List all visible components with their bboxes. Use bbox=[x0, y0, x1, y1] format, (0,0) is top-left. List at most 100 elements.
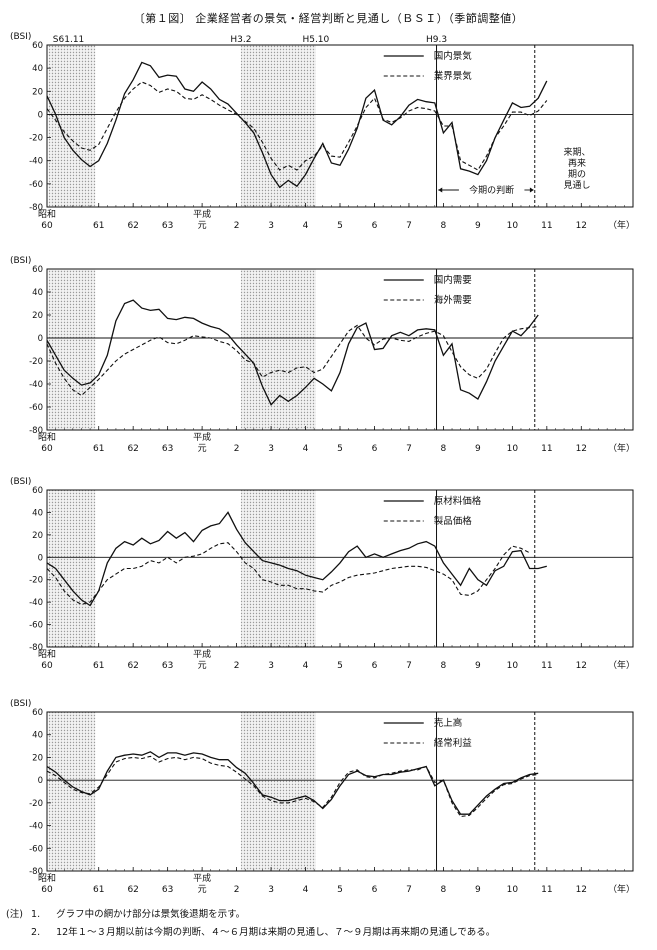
series-line-2 bbox=[46, 542, 530, 605]
x-tick-label: 7 bbox=[406, 885, 412, 895]
y-tick-label: -80 bbox=[29, 426, 43, 436]
period-marker-label: S61.11 bbox=[53, 35, 84, 45]
series-line-2 bbox=[46, 81, 548, 171]
x-tick-label: 9 bbox=[475, 661, 481, 671]
y-axis-label: (BSI) bbox=[10, 32, 31, 42]
x-tick-label: 61 bbox=[93, 221, 104, 231]
x-tick-label: 9 bbox=[475, 221, 481, 231]
x-tick-label: 5 bbox=[337, 444, 343, 454]
x-tick-label: 4 bbox=[303, 661, 309, 671]
x-tick-label: 3 bbox=[268, 444, 274, 454]
y-tick-label: -20 bbox=[29, 134, 43, 144]
x-tick-label: 5 bbox=[337, 885, 343, 895]
x-tick-label: 10 bbox=[507, 661, 519, 671]
x-tick-label: 63 bbox=[162, 885, 173, 895]
y-tick-label: 20 bbox=[32, 531, 43, 541]
y-tick-label: -40 bbox=[29, 157, 43, 167]
x-tick-label: 6 bbox=[372, 885, 378, 895]
x-tick-label: 4 bbox=[303, 885, 309, 895]
y-tick-label: 40 bbox=[32, 64, 43, 74]
x-tick-label: 元 bbox=[198, 221, 207, 231]
recession-shading bbox=[48, 269, 96, 430]
x-tick-label: 8 bbox=[441, 885, 447, 895]
x-tick-label-era: 昭和 bbox=[38, 649, 56, 660]
forecast-annotation: 再来 bbox=[568, 158, 586, 169]
y-tick-label: -80 bbox=[29, 867, 43, 877]
x-tick-label: 12 bbox=[576, 444, 587, 454]
series-line-1 bbox=[46, 751, 539, 815]
y-tick-label: 20 bbox=[32, 753, 43, 763]
x-tick-label: 8 bbox=[441, 444, 447, 454]
x-tick-label-era: 昭和 bbox=[38, 209, 56, 220]
x-tick-label: 元 bbox=[198, 444, 207, 454]
x-tick-label: 60 bbox=[41, 221, 53, 231]
x-tick-label: 2 bbox=[234, 444, 240, 454]
x-tick-label-era: 平成 bbox=[193, 208, 211, 220]
y-tick-label: 0 bbox=[38, 776, 43, 786]
plot-frame bbox=[46, 711, 634, 872]
note-row-1: (注) 1. グラフ中の網かけ部分は景気後退期を示す。 bbox=[6, 906, 495, 924]
legend-label: 国内需要 bbox=[434, 274, 472, 286]
annotation-arrow-head bbox=[529, 187, 534, 193]
year-unit-label: （年） bbox=[608, 659, 635, 671]
y-tick-label: -60 bbox=[29, 403, 43, 413]
legend-label: 海外需要 bbox=[434, 294, 472, 306]
x-tick-label: 12 bbox=[576, 221, 587, 231]
legend-label: 経常利益 bbox=[434, 737, 473, 749]
x-tick-label: 60 bbox=[41, 661, 53, 671]
note-text: グラフ中の網かけ部分は景気後退期を示す。 bbox=[56, 909, 246, 920]
y-tick-label: -60 bbox=[29, 844, 43, 854]
notes: (注) 1. グラフ中の網かけ部分は景気後退期を示す。 2. 12年１～３月期以… bbox=[6, 906, 495, 942]
x-tick-label: 9 bbox=[475, 885, 481, 895]
recession-shading bbox=[48, 490, 96, 647]
x-tick-label: 63 bbox=[162, 221, 173, 231]
y-tick-label: -40 bbox=[29, 822, 43, 832]
current-period-annotation: 今期の判断 bbox=[469, 184, 514, 196]
x-tick-label: 61 bbox=[93, 661, 104, 671]
x-tick-label: 10 bbox=[507, 221, 519, 231]
x-tick-label: 2 bbox=[234, 885, 240, 895]
note-number: 2. bbox=[31, 927, 41, 938]
y-tick-label: 20 bbox=[32, 311, 43, 321]
note-text: 12年１～３月期以前は今期の判断、４～６月期は来期の見通し、７～９月期は再来期の… bbox=[56, 927, 496, 938]
y-tick-label: 60 bbox=[32, 486, 43, 496]
x-tick-label-era: 平成 bbox=[193, 872, 211, 884]
series-line-2 bbox=[46, 755, 539, 818]
period-marker-label: H3.2 bbox=[230, 35, 251, 45]
page-title: 〔第１図〕 企業経営者の景気・経営判断と見通し（ＢＳＩ）（季節調整値） bbox=[133, 12, 524, 25]
x-tick-label: 9 bbox=[475, 444, 481, 454]
x-tick-label: 3 bbox=[268, 221, 274, 231]
x-tick-label: 元 bbox=[198, 885, 207, 895]
x-tick-label: 7 bbox=[406, 661, 412, 671]
x-tick-label: 62 bbox=[127, 661, 138, 671]
y-axis-label: (BSI) bbox=[10, 477, 31, 487]
y-axis-label: (BSI) bbox=[10, 256, 31, 266]
year-unit-label: （年） bbox=[608, 219, 635, 231]
x-tick-label: 63 bbox=[162, 444, 173, 454]
plot-frame bbox=[46, 268, 634, 431]
y-tick-label: -60 bbox=[29, 621, 43, 631]
forecast-annotation: 見通し bbox=[563, 180, 590, 191]
x-tick-label: 4 bbox=[303, 221, 309, 231]
recession-shading bbox=[240, 712, 316, 871]
x-tick-label: 3 bbox=[268, 661, 274, 671]
plot-frame bbox=[46, 44, 634, 208]
y-tick-label: -60 bbox=[29, 180, 43, 190]
y-tick-label: -80 bbox=[29, 643, 43, 653]
x-tick-label: 7 bbox=[406, 444, 412, 454]
x-tick-label: 11 bbox=[541, 444, 552, 454]
legend-label: 製品価格 bbox=[434, 515, 473, 527]
legend-label: 業界景気 bbox=[434, 70, 473, 82]
x-tick-label: 6 bbox=[372, 444, 378, 454]
recession-shading bbox=[240, 45, 316, 207]
x-tick-label: 61 bbox=[93, 885, 104, 895]
y-tick-label: 60 bbox=[32, 265, 43, 275]
y-tick-label: 40 bbox=[32, 508, 43, 518]
y-tick-label: -80 bbox=[29, 203, 43, 213]
x-tick-label: 61 bbox=[93, 444, 104, 454]
x-tick-label: 12 bbox=[576, 661, 587, 671]
y-tick-label: 40 bbox=[32, 288, 43, 298]
period-marker-label: H9.3 bbox=[426, 35, 447, 45]
